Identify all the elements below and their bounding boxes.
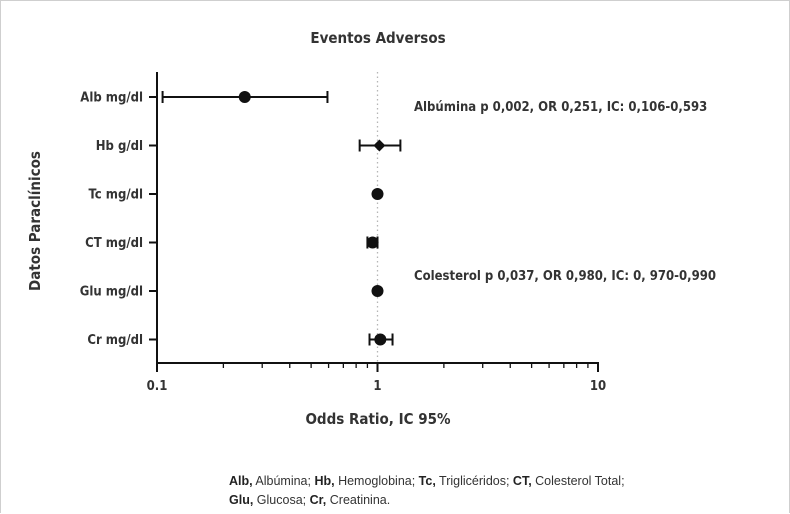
annotation-albumina: Albúmina p 0,002, OR 0,251, IC: 0,106-0,… xyxy=(414,100,707,115)
y-tick-label: CT mg/dl xyxy=(85,236,143,251)
footnote-text: Colesterol Total; xyxy=(531,474,625,488)
x-tick-label: 1 xyxy=(373,379,381,394)
plot-layer: 0.1 1 10 Alb mg/dl Hb g/dl Tc mg/dl CT mg/dl Gl… xyxy=(80,72,606,394)
footnote: Alb, Albúmina; Hb, Hemoglobina; Tc, Trig… xyxy=(229,472,769,510)
forest-plot: Eventos Adversos Odds Ratio, IC 95% Dato… xyxy=(26,29,716,428)
footnote-line-1: Alb, Albúmina; Hb, Hemoglobina; Tc, Trig… xyxy=(229,472,769,491)
or-marker-circle xyxy=(366,236,379,249)
y-tick-label: Hb g/dl xyxy=(96,139,143,154)
x-axis-title: Odds Ratio, IC 95% xyxy=(305,410,451,428)
footnote-abbr: Cr, xyxy=(309,493,327,507)
footnote-line-2: Glu, Glucosa; Cr, Creatinina. xyxy=(229,491,769,510)
y-tick-label: Cr mg/dl xyxy=(87,333,143,348)
footnote-abbr: Alb, xyxy=(229,474,253,488)
footnote-text: Creatinina. xyxy=(326,493,391,507)
or-marker-circle xyxy=(371,285,384,297)
footnote-abbr: Hb, xyxy=(314,474,335,488)
y-tick-label: Glu mg/dl xyxy=(80,285,143,300)
footnote-text: Albúmina; xyxy=(252,474,315,488)
or-marker-diamond xyxy=(373,139,386,152)
footnote-abbr: Tc, xyxy=(418,474,436,488)
footnote-abbr: Glu, xyxy=(229,493,254,507)
footnote-text: Hemoglobina; xyxy=(334,474,419,488)
x-tick-label: 10 xyxy=(590,379,606,394)
or-marker-circle xyxy=(374,333,387,346)
x-tick-label: 0.1 xyxy=(147,379,168,394)
footnote-abbr: CT, xyxy=(512,474,532,488)
annotation-colesterol: Colesterol p 0,037, OR 0,980, IC: 0, 970… xyxy=(414,269,716,284)
chart-title: Eventos Adversos xyxy=(310,29,445,47)
y-tick-label: Tc mg/dl xyxy=(89,188,143,203)
or-marker-circle xyxy=(238,91,251,103)
footnote-text: Glucosa; xyxy=(253,493,310,507)
y-axis-title: Datos Paraclínicos xyxy=(26,151,44,291)
y-tick-label: Alb mg/dl xyxy=(80,91,143,106)
footnote-text: Triglicéridos; xyxy=(435,474,513,488)
or-marker-circle xyxy=(371,188,384,200)
